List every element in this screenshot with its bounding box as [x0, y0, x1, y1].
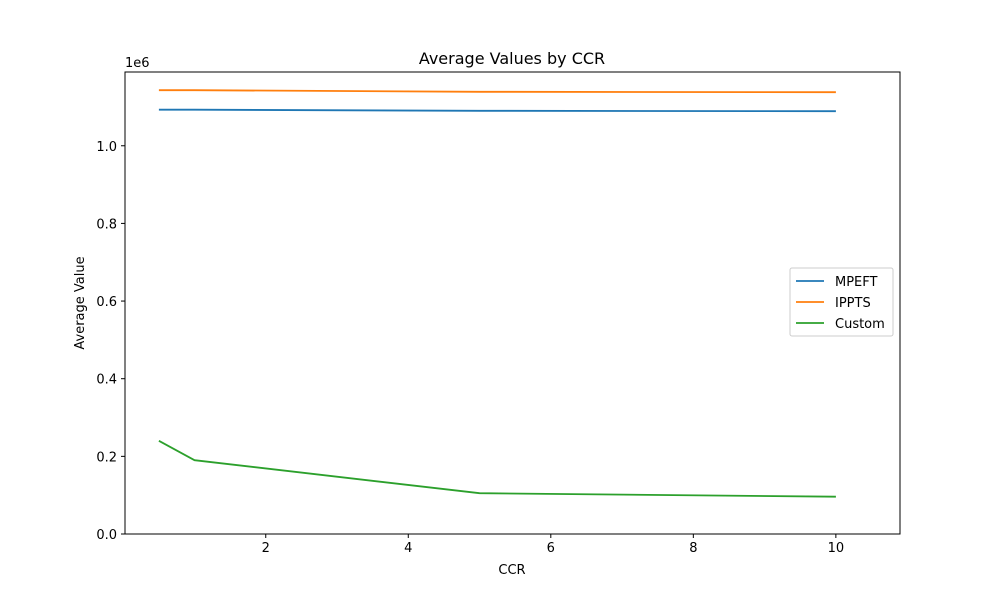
y-tick-label: 1.0 — [96, 140, 117, 155]
y-offset-label: 1e6 — [125, 56, 150, 71]
legend-box — [789, 267, 894, 337]
y-axis-label: Average Value — [73, 256, 88, 349]
legend-label-mpeft: MPEFT — [835, 275, 878, 290]
legend: MPEFT IPPTS Custom — [789, 267, 894, 337]
series-line-ippts — [158, 89, 836, 94]
x-tick-label: 8 — [689, 541, 697, 556]
y-tick-label: 0.6 — [96, 295, 117, 310]
y-tick-label: 0.0 — [96, 528, 117, 543]
x-tick-label: 4 — [404, 541, 412, 556]
legend-label-ippts: IPPTS — [835, 296, 871, 311]
chart-title: Average Values by CCR — [419, 49, 605, 68]
y-tick-label: 0.4 — [96, 373, 117, 388]
y-tick-label: 0.2 — [96, 450, 117, 465]
x-axis-label: CCR — [498, 563, 525, 578]
series-line-mpeft — [158, 108, 836, 113]
legend-label-custom: Custom — [835, 317, 885, 332]
x-tick-label: 2 — [262, 541, 270, 556]
x-tick-label: 10 — [828, 541, 845, 556]
plot-frame — [124, 71, 901, 535]
y-tick-label: 0.8 — [96, 217, 117, 232]
series-line-custom — [158, 440, 836, 498]
y-axis-ticks: 0.0 0.2 0.4 0.6 0.8 1.0 — [96, 140, 125, 543]
x-axis-ticks: 2 4 6 8 10 — [262, 534, 845, 556]
plot-lines — [158, 89, 836, 498]
x-tick-label: 6 — [547, 541, 555, 556]
